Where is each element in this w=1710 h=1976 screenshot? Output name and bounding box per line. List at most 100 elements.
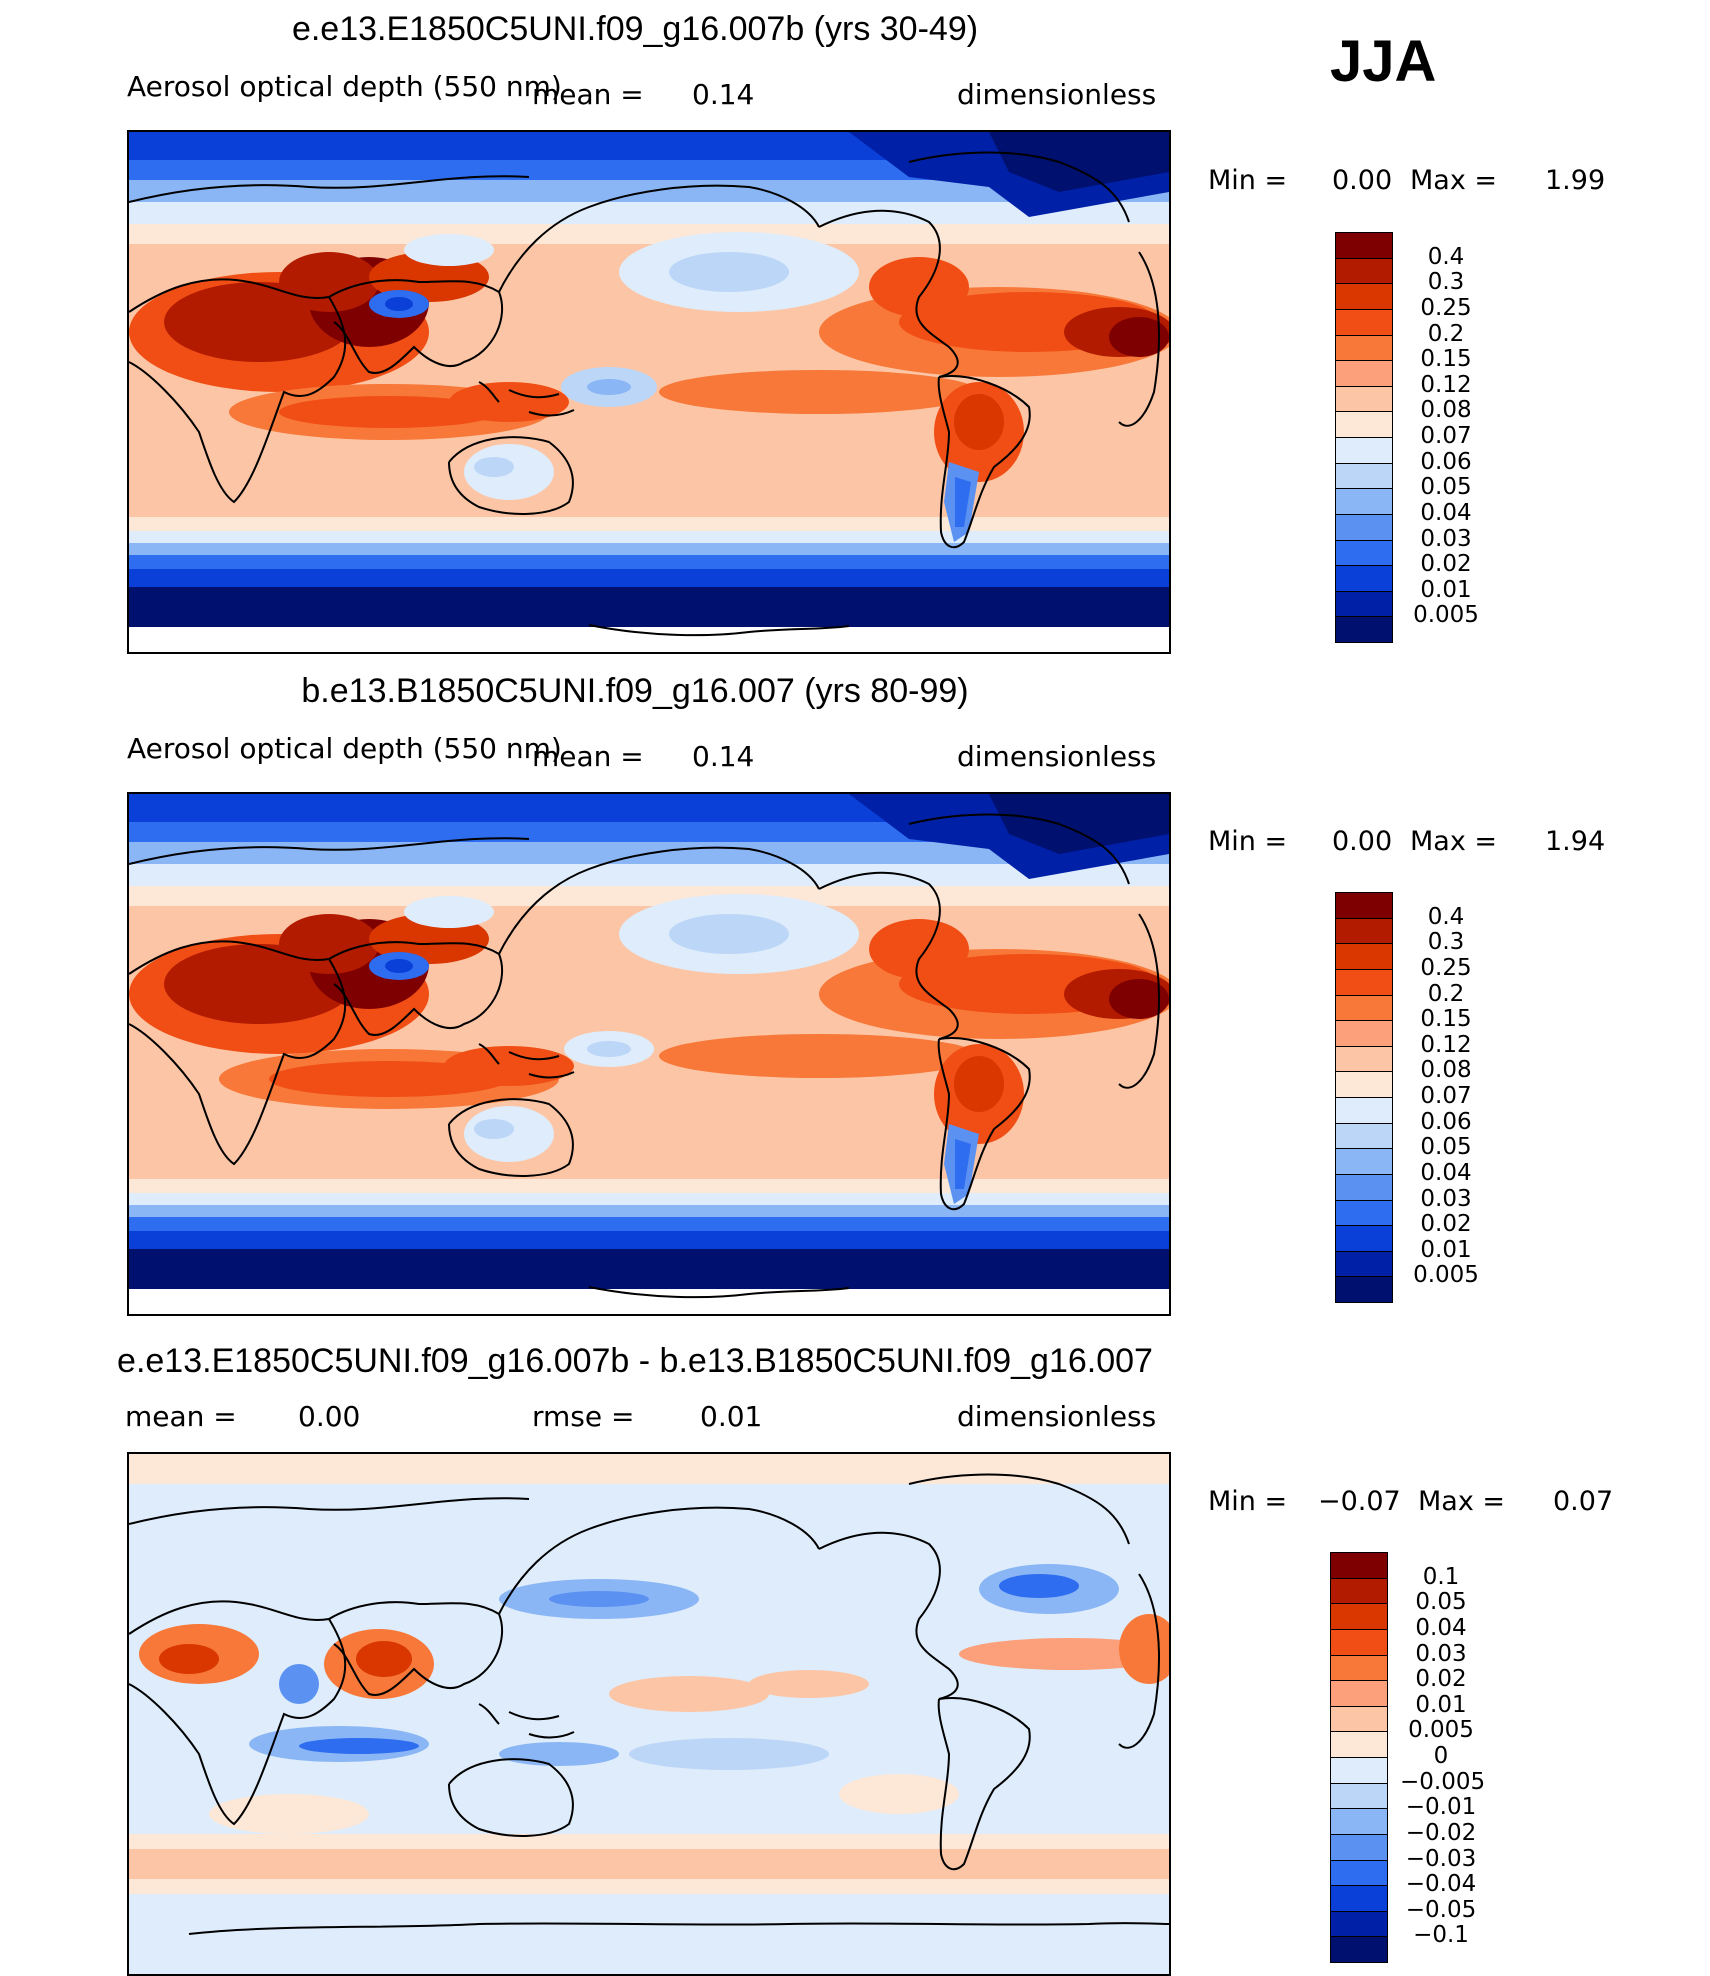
colorbar-swatch: [1335, 968, 1393, 996]
colorbar-swatch: [1335, 488, 1393, 515]
colorbar-swatch: [1335, 385, 1393, 413]
colorbar-label: 0.06: [1420, 1108, 1472, 1135]
colorbar-swatch: [1330, 1654, 1388, 1682]
colorbar-label: 0.04: [1420, 1159, 1472, 1186]
colorbar-label: 0.05: [1415, 1589, 1467, 1616]
colorbar-label: −0.01: [1405, 1794, 1477, 1821]
panel2-title: b.e13.B1850C5UNI.f09_g16.007 (yrs 80-99): [301, 672, 969, 710]
colorbar-swatch: [1335, 257, 1393, 285]
colorbar-swatch: [1335, 994, 1393, 1022]
panel3-mean-value: 0.00: [298, 1400, 361, 1433]
panel1-min-label: Min =: [1208, 165, 1288, 196]
panel2-max-value: 1.94: [1545, 826, 1606, 857]
colorbar-swatch: [1335, 917, 1393, 945]
colorbar-label: 0.04: [1415, 1614, 1467, 1641]
colorbar-label: 0.02: [1415, 1666, 1467, 1693]
colorbar-swatch: [1335, 232, 1393, 259]
panel2-units: dimensionless: [957, 740, 1157, 773]
colorbar-swatch: [1335, 1122, 1393, 1150]
colorbar-label: 0.15: [1420, 1006, 1472, 1033]
colorbar-swatch: [1335, 1225, 1393, 1252]
colorbar-swatch: [1335, 437, 1393, 464]
colorbar-swatch: [1335, 590, 1393, 618]
colorbar-label: 0.005: [1413, 602, 1479, 629]
colorbar-label: 0.05: [1420, 474, 1472, 501]
panel1-min-value: 0.00: [1332, 165, 1393, 196]
colorbar-swatch: [1335, 462, 1393, 490]
colorbar-swatch: [1335, 411, 1393, 438]
colorbar-label: 0.25: [1420, 954, 1472, 981]
panel1-units: dimensionless: [957, 78, 1157, 111]
colorbar-label: 0.03: [1420, 525, 1472, 552]
panel1-variable: Aerosol optical depth (550 nm): [127, 70, 562, 103]
panel1-max-label: Max =: [1410, 165, 1498, 196]
panel3-rmse-value: 0.01: [700, 1400, 763, 1433]
colorbar-swatch: [1330, 1757, 1388, 1784]
colorbar-label: 0.01: [1420, 1236, 1472, 1263]
panel2-max-label: Max =: [1410, 826, 1498, 857]
colorbar-label: 0.1: [1422, 1563, 1460, 1590]
season-label: JJA: [1330, 29, 1437, 94]
colorbar-label: 0.2: [1427, 980, 1465, 1007]
colorbar-swatch: [1330, 1910, 1388, 1938]
panel2-mean-value: 0.14: [692, 740, 755, 773]
colorbar-swatch: [1330, 1680, 1388, 1707]
colorbar-label: −0.005: [1400, 1768, 1486, 1795]
panel3-title: e.e13.E1850C5UNI.f09_g16.007b - b.e13.B1…: [117, 1342, 1153, 1380]
colorbar-swatch: [1335, 1071, 1393, 1098]
colorbar-label: 0.08: [1420, 397, 1472, 424]
panel3-map: [127, 1452, 1171, 1976]
colorbar-label: 0.4: [1427, 903, 1465, 930]
panel3-min-value: −0.07: [1318, 1486, 1401, 1517]
colorbar-swatch: [1335, 1020, 1393, 1047]
panel2-map: [127, 792, 1171, 1316]
colorbar-label: 0.01: [1420, 576, 1472, 603]
colorbar-label: 0.02: [1420, 1211, 1472, 1238]
colorbar-label: 0.3: [1427, 929, 1465, 956]
colorbar-swatch: [1335, 943, 1393, 970]
panel3-colorbar: 0.1 0.05 0.04 0.03 0.02 0.01 0.005 0 −0.005 −0.01…: [1330, 1552, 1490, 1963]
colorbar-label: 0.07: [1420, 1083, 1472, 1109]
colorbar-label: 0.12: [1420, 371, 1472, 398]
colorbar-label: 0: [1433, 1743, 1449, 1769]
colorbar-swatch: [1335, 1173, 1393, 1201]
colorbar-swatch: [1330, 1577, 1388, 1605]
panel2-colorbar: 0.4 0.3 0.25 0.2 0.15 0.12 0.08 0.07 0.06 0.05 0.0…: [1335, 892, 1485, 1303]
colorbar-label: 0.3: [1427, 269, 1465, 296]
colorbar-swatch: [1335, 360, 1393, 387]
colorbar-swatch: [1335, 1045, 1393, 1073]
colorbar-label: 0.005: [1413, 1262, 1479, 1289]
colorbar-swatch: [1330, 1808, 1388, 1835]
panel2-min-label: Min =: [1208, 826, 1288, 857]
colorbar-label: 0.25: [1420, 294, 1472, 321]
panel1-map: [127, 130, 1171, 654]
panel3-units: dimensionless: [957, 1400, 1157, 1433]
colorbar-swatch: [1335, 513, 1393, 541]
panel1-mean-label: mean =: [532, 78, 644, 111]
panel3-max-label: Max =: [1418, 1486, 1506, 1517]
colorbar-label: −0.03: [1405, 1845, 1477, 1872]
colorbar-label: 0.04: [1420, 499, 1472, 526]
colorbar-swatch: [1330, 1833, 1388, 1861]
colorbar-label: 0.07: [1420, 423, 1472, 449]
colorbar-label: 0.05: [1420, 1134, 1472, 1161]
colorbar-swatch: [1335, 334, 1393, 362]
panel3-max-value: 0.07: [1553, 1486, 1614, 1517]
panel1-max-value: 1.99: [1545, 165, 1606, 196]
colorbar-label: 0.03: [1420, 1185, 1472, 1212]
colorbar-swatch: [1335, 892, 1393, 919]
colorbar-swatch: [1335, 1250, 1393, 1278]
colorbar-swatch: [1335, 308, 1393, 336]
colorbar-label: 0.2: [1427, 320, 1465, 347]
colorbar-swatch: [1335, 565, 1393, 592]
colorbar-swatch: [1330, 1731, 1388, 1758]
colorbar-label: 0.08: [1420, 1057, 1472, 1084]
panel1-title: e.e13.E1850C5UNI.f09_g16.007b (yrs 30-49…: [291, 10, 979, 48]
colorbar-swatch: [1330, 1552, 1388, 1579]
colorbar-swatch: [1335, 539, 1393, 567]
colorbar-label: −0.02: [1405, 1819, 1477, 1846]
colorbar-label: −0.04: [1405, 1871, 1477, 1898]
colorbar-swatch: [1335, 616, 1393, 643]
panel3-min-label: Min =: [1208, 1486, 1288, 1517]
colorbar-swatch: [1330, 1628, 1388, 1656]
